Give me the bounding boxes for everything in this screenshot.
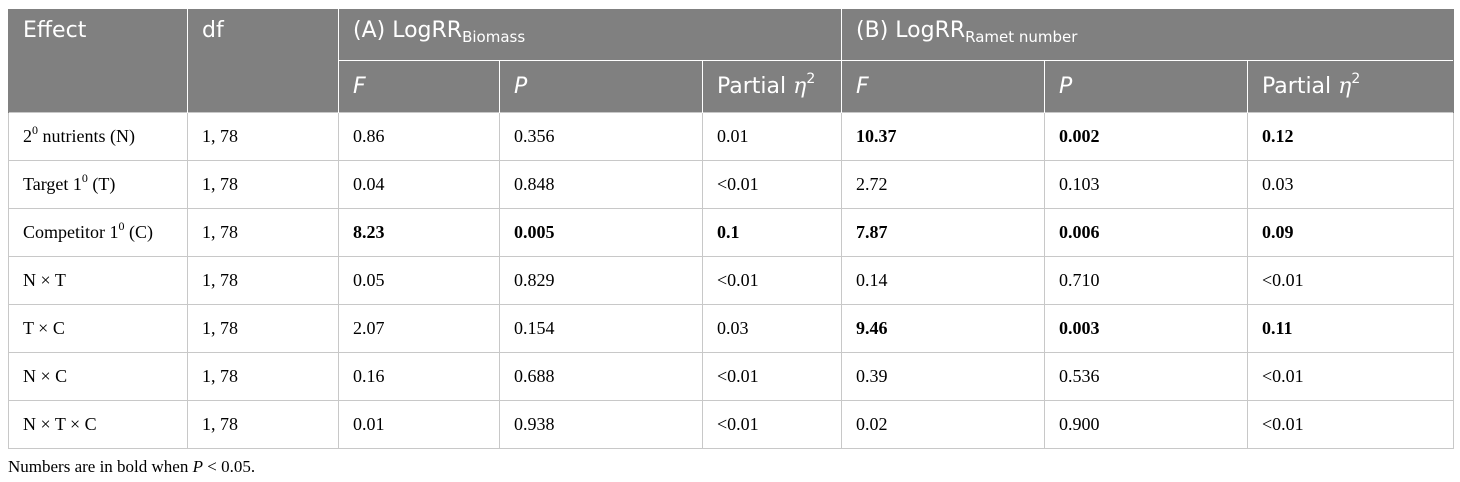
cell-a-f: 0.04 <box>338 159 500 209</box>
cell-b-eta: <0.01 <box>1247 255 1455 305</box>
cell-a-eta: <0.01 <box>701 399 843 449</box>
header-b-f: F <box>841 59 1046 112</box>
cell-b-f: 7.87 <box>841 207 1046 257</box>
cell-a-eta: 0.03 <box>701 303 843 353</box>
cell-effect: N × T <box>8 255 188 305</box>
cell-a-p: 0.154 <box>499 303 703 353</box>
table-row: N × C 1, 78 0.16 0.688 <0.01 0.39 0.536 … <box>8 351 1455 401</box>
cell-effect: N × C <box>8 351 188 401</box>
cell-df: 1, 78 <box>187 207 339 257</box>
table-footnote: Numbers are in bold when P < 0.05. <box>8 457 256 476</box>
cell-a-eta: 0.1 <box>701 207 843 257</box>
cell-b-f: 0.02 <box>841 399 1046 449</box>
cell-a-p: 0.938 <box>499 399 703 449</box>
cell-effect: Target 10 (T) <box>8 159 188 209</box>
header-b-p: P <box>1044 59 1249 112</box>
header-group-a: (A) LogRRBiomass <box>337 9 843 60</box>
table-body: 20 nutrients (N) 1, 78 0.86 0.356 0.01 1… <box>8 111 1455 449</box>
table-row: Competitor 10 (C) 1, 78 8.23 0.005 0.1 7… <box>8 207 1455 257</box>
cell-b-f: 0.14 <box>841 255 1046 305</box>
cell-df: 1, 78 <box>187 111 339 161</box>
table-row: 20 nutrients (N) 1, 78 0.86 0.356 0.01 1… <box>8 111 1455 161</box>
cell-effect: N × T × C <box>8 399 188 449</box>
cell-df: 1, 78 <box>187 351 339 401</box>
cell-b-eta: <0.01 <box>1247 351 1455 401</box>
cell-b-p: 0.006 <box>1044 207 1249 257</box>
header-a-partial-eta: Partial η2 <box>701 59 843 112</box>
cell-a-f: 0.05 <box>338 255 500 305</box>
cell-a-f: 2.07 <box>338 303 500 353</box>
cell-a-eta: <0.01 <box>701 255 843 305</box>
cell-a-f: 8.23 <box>338 207 500 257</box>
cell-a-p: 0.848 <box>499 159 703 209</box>
cell-b-p: 0.003 <box>1044 303 1249 353</box>
cell-df: 1, 78 <box>187 255 339 305</box>
table-row: N × T × C 1, 78 0.01 0.938 <0.01 0.02 0.… <box>8 399 1455 449</box>
cell-a-eta: <0.01 <box>701 159 843 209</box>
header-b-partial-eta: Partial η2 <box>1247 59 1455 112</box>
cell-effect: Competitor 10 (C) <box>8 207 188 257</box>
cell-df: 1, 78 <box>187 399 339 449</box>
cell-b-eta: 0.11 <box>1247 303 1455 353</box>
cell-a-eta: <0.01 <box>701 351 843 401</box>
cell-a-p: 0.356 <box>499 111 703 161</box>
cell-b-p: 0.710 <box>1044 255 1249 305</box>
cell-effect: T × C <box>8 303 188 353</box>
cell-df: 1, 78 <box>187 303 339 353</box>
cell-a-p: 0.829 <box>499 255 703 305</box>
header-df: df <box>187 9 339 112</box>
cell-b-eta: 0.03 <box>1247 159 1455 209</box>
cell-a-f: 0.16 <box>338 351 500 401</box>
table-row: T × C 1, 78 2.07 0.154 0.03 9.46 0.003 0… <box>8 303 1455 353</box>
cell-b-f: 9.46 <box>841 303 1046 353</box>
table-row: Target 10 (T) 1, 78 0.04 0.848 <0.01 2.7… <box>8 159 1455 209</box>
table-row: N × T 1, 78 0.05 0.829 <0.01 0.14 0.710 … <box>8 255 1455 305</box>
cell-a-p: 0.688 <box>499 351 703 401</box>
cell-b-f: 10.37 <box>841 111 1046 161</box>
cell-b-p: 0.103 <box>1044 159 1249 209</box>
cell-b-p: 0.900 <box>1044 399 1249 449</box>
anova-table-container: Effect df (A) LogRRBiomass (B) LogRRRame… <box>8 9 1455 449</box>
cell-a-eta: 0.01 <box>701 111 843 161</box>
cell-effect: 20 nutrients (N) <box>8 111 188 161</box>
cell-b-eta: 0.12 <box>1247 111 1455 161</box>
cell-b-eta: 0.09 <box>1247 207 1455 257</box>
header-a-f: F <box>338 59 500 112</box>
header-effect: Effect <box>8 9 188 112</box>
cell-a-f: 0.86 <box>338 111 500 161</box>
cell-a-p: 0.005 <box>499 207 703 257</box>
cell-b-p: 0.536 <box>1044 351 1249 401</box>
header-group-b: (B) LogRRRamet number <box>841 9 1455 60</box>
cell-b-p: 0.002 <box>1044 111 1249 161</box>
header-a-p: P <box>499 59 703 112</box>
table-header: Effect df (A) LogRRBiomass (B) LogRRRame… <box>8 9 1455 112</box>
cell-b-f: 2.72 <box>841 159 1046 209</box>
cell-b-eta: <0.01 <box>1247 399 1455 449</box>
cell-a-f: 0.01 <box>338 399 500 449</box>
cell-df: 1, 78 <box>187 159 339 209</box>
cell-b-f: 0.39 <box>841 351 1046 401</box>
anova-table: Effect df (A) LogRRBiomass (B) LogRRRame… <box>8 9 1455 449</box>
